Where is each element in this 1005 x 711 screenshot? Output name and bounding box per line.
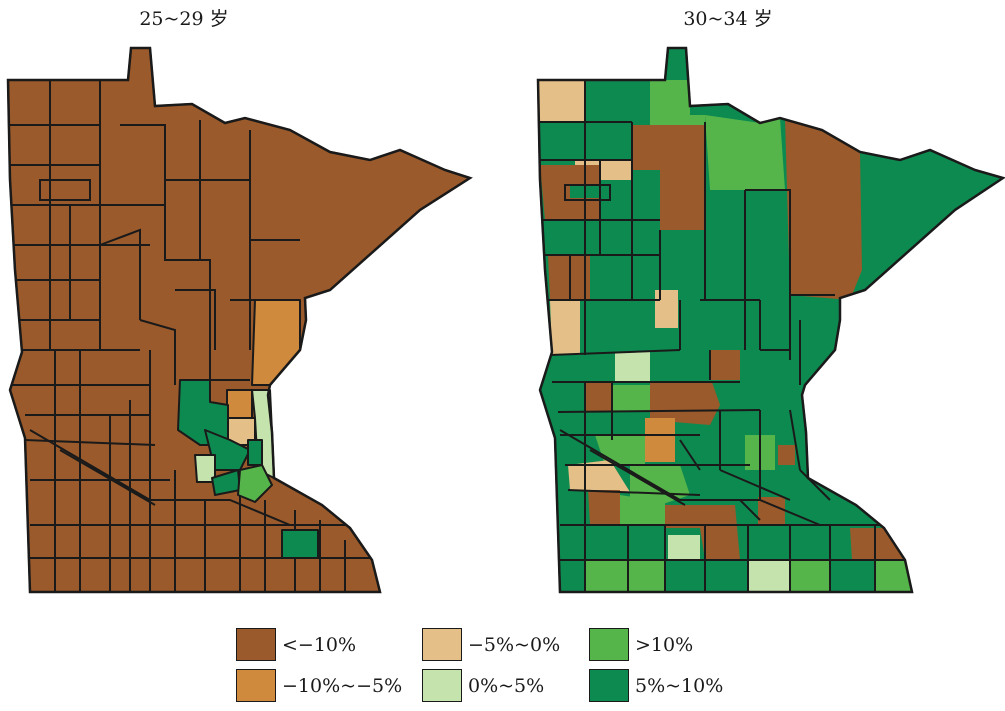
county-olmsted-area xyxy=(281,529,319,559)
legend-label-gt10: >10% xyxy=(635,633,694,656)
map-25-29 xyxy=(6,46,472,594)
legend-label-minus10-minus5: −10%~−5% xyxy=(282,674,403,697)
county-kanabec-area xyxy=(226,389,253,419)
legend-swatch-gt10 xyxy=(589,628,629,661)
map-30-34 xyxy=(536,46,1005,594)
legend-swatch-lt-minus10 xyxy=(236,628,276,661)
legend: <−10% −5%~0% >10% −10%~−5% 0%~5% 5%~10% xyxy=(236,628,756,702)
county-stearns-area xyxy=(177,379,229,446)
legend-swatch-5-10 xyxy=(589,669,629,702)
legend-label-minus5-0: −5%~0% xyxy=(468,633,561,656)
legend-swatch-minus10-minus5 xyxy=(236,669,276,702)
county-fills-right xyxy=(538,80,912,592)
county-borders-right xyxy=(538,80,905,592)
legend-item-0-5: 0%~5% xyxy=(422,669,544,702)
map-title-25-29: 25~29 岁 xyxy=(139,8,229,30)
legend-swatch-0-5 xyxy=(422,669,462,702)
legend-item-gt10: >10% xyxy=(589,628,693,661)
county-ramsey-area xyxy=(247,439,263,466)
map-title-30-34: 30~34 岁 xyxy=(683,8,773,30)
maps-canvas xyxy=(6,46,1005,594)
county-borders-left xyxy=(8,80,380,592)
county-carlton-area xyxy=(251,299,301,386)
legend-item-minus5-0: −5%~0% xyxy=(422,628,560,661)
legend-label-0-5: 0%~5% xyxy=(468,674,545,697)
legend-item-5-10: 5%~10% xyxy=(589,669,723,702)
legend-label-5-10: 5%~10% xyxy=(635,674,724,697)
legend-item-minus10-minus5: −10%~−5% xyxy=(236,669,402,702)
legend-swatch-minus5-0 xyxy=(422,628,462,661)
legend-label-lt-minus10: <−10% xyxy=(282,633,357,656)
legend-item-lt-minus10: <−10% xyxy=(236,628,356,661)
